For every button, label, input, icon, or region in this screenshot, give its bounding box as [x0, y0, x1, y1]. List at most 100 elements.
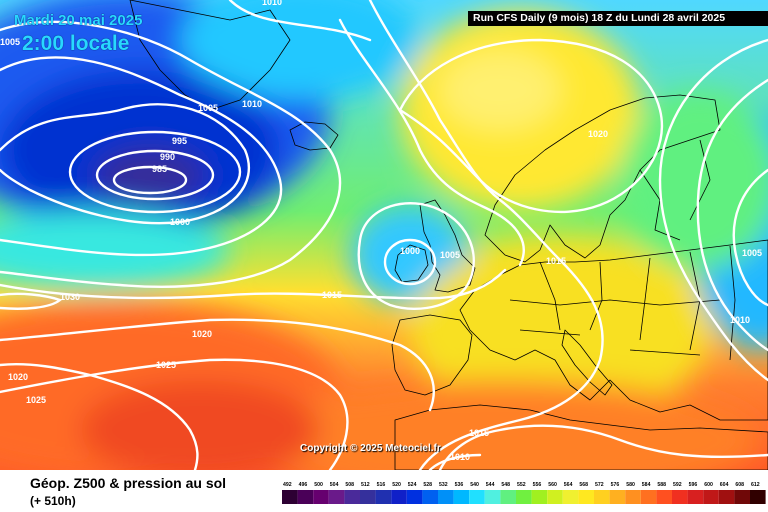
scale-value-label: 552	[517, 482, 526, 488]
iso-label: 1025	[156, 360, 176, 370]
scale-swatch	[578, 490, 594, 504]
isobar-labels: 1010 1005 1005 1010 995 990 985 1000 100…	[0, 0, 762, 462]
isobar-1010-south	[428, 453, 482, 470]
scale-swatch	[516, 490, 532, 504]
isobar-1010	[0, 20, 342, 288]
isobar-1015-east	[658, 38, 768, 382]
scale-value-label: 572	[595, 482, 604, 488]
scale-value-label: 604	[720, 482, 729, 488]
isobar-1030	[0, 292, 63, 310]
color-scale: 492 496 500 504 508 512 516 520 524 528 532 536 540 5…	[282, 482, 766, 504]
scale-value-label: 516	[377, 482, 386, 488]
iso-label: 995	[172, 136, 187, 146]
scale-swatch	[625, 490, 641, 504]
scale-value-label: 612	[751, 482, 760, 488]
scale-swatch	[562, 490, 579, 504]
iso-label: 1010	[262, 0, 282, 7]
scale-swatch	[640, 490, 657, 504]
iso-label: 1025	[26, 395, 46, 405]
iso-label: 1015	[469, 428, 489, 438]
scale-value-label: 560	[548, 482, 557, 488]
scale-swatch	[406, 490, 423, 504]
isobar-1000	[0, 103, 251, 225]
scale-value-label: 524	[408, 482, 417, 488]
iso-label: 990	[160, 152, 175, 162]
valid-date: Mardi 20 mai 2025	[14, 12, 143, 29]
local-time: 2:00 locale	[22, 32, 130, 55]
scale-swatch	[297, 490, 314, 504]
iso-label: 1030	[60, 292, 80, 302]
iso-label: 1010	[730, 315, 750, 325]
scale-value-label: 592	[673, 482, 682, 488]
scale-value-label: 512	[361, 482, 370, 488]
scale-value-label: 588	[657, 482, 666, 488]
scale-value-label: 576	[611, 482, 620, 488]
scale-value-label: 608	[735, 482, 744, 488]
copyright-notice: Copyright © 2025 Meteociel.fr	[300, 443, 441, 454]
scale-swatch	[484, 490, 501, 504]
scale-value-label: 596	[689, 482, 698, 488]
scale-swatch	[360, 490, 376, 504]
scale-swatch	[672, 490, 688, 504]
iso-label: 1015	[546, 256, 566, 266]
geopotential-shading	[0, 0, 768, 470]
scale-value-label: 496	[299, 482, 308, 488]
scale-swatch	[656, 490, 672, 504]
scale-value-label: 556	[533, 482, 542, 488]
scale-value-label: 500	[314, 482, 323, 488]
isobar-1025	[0, 358, 349, 470]
iso-label: 1005	[742, 248, 762, 258]
isobar-1020-lower	[0, 363, 199, 470]
product-title: Géop. Z500 & pression au sol	[30, 475, 227, 491]
scale-swatch	[313, 490, 329, 504]
iso-label: 1015	[322, 290, 342, 300]
scale-value-label: 600	[704, 482, 713, 488]
scale-swatch	[718, 490, 735, 504]
scale-swatch	[500, 490, 516, 504]
iso-label: 1020	[588, 129, 608, 139]
isobar-995	[68, 130, 242, 214]
isobar-1000-ireland	[383, 238, 437, 286]
scale-value-label: 564	[564, 482, 573, 488]
scale-swatch	[375, 490, 392, 504]
iso-label: 1010	[450, 452, 470, 462]
isobar-1015-north	[228, 0, 372, 42]
isobar-1015	[0, 268, 507, 300]
scale-value-label: 568	[579, 482, 588, 488]
scale-swatch	[531, 490, 548, 504]
footer: Géop. Z500 & pression au sol (+ 510h) 49…	[0, 470, 768, 512]
lead-time: (+ 510h)	[30, 494, 76, 508]
run-info: Run CFS Daily (9 mois) 18 Z du Lundi 28 …	[468, 11, 768, 26]
isobar-1010-central	[338, 18, 525, 267]
isobar-1020-scandi	[398, 38, 664, 214]
scale-swatch	[391, 490, 407, 504]
iso-label: 1000	[400, 246, 420, 256]
scale-value-label: 548	[501, 482, 510, 488]
scale-swatch	[609, 490, 626, 504]
scale-value-label: 508	[345, 482, 354, 488]
scale-swatch	[687, 490, 704, 504]
isobar-990	[95, 149, 215, 201]
iso-label: 1005	[440, 250, 460, 260]
isobar-1010-east	[696, 78, 768, 352]
isobar-1015-south	[438, 424, 768, 470]
scale-swatch	[422, 490, 438, 504]
isobar-1005-east	[732, 168, 768, 307]
scale-swatch	[703, 490, 719, 504]
scale-swatch	[734, 490, 750, 504]
scale-swatch	[328, 490, 345, 504]
isobar-1020-west	[0, 318, 435, 412]
scale-value-label: 492	[283, 482, 292, 488]
iso-label: 1020	[192, 329, 212, 339]
iso-label: 985	[152, 164, 167, 174]
scale-swatch	[469, 490, 485, 504]
scale-value-label: 544	[486, 482, 495, 488]
scale-swatch	[438, 490, 454, 504]
scale-value-label: 520	[392, 482, 401, 488]
scale-swatch	[594, 490, 610, 504]
scale-value-label: 528	[423, 482, 432, 488]
scale-swatch	[547, 490, 563, 504]
iso-label: 1000	[170, 217, 190, 227]
scale-swatch	[282, 490, 298, 504]
iso-label: 1010	[242, 99, 262, 109]
